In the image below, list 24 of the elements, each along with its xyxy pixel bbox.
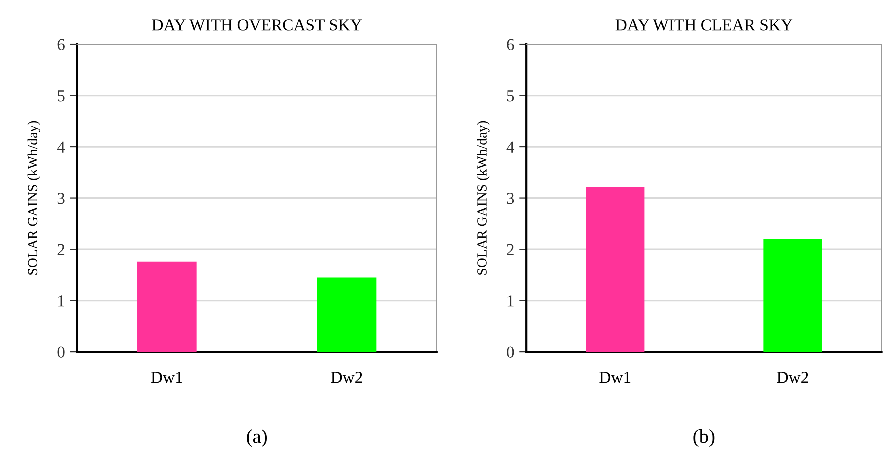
x-tick-label: Dw2 (331, 372, 362, 384)
chart-title: DAY WITH CLEAR SKY (616, 20, 793, 31)
y-tick-label: 1 (508, 296, 514, 307)
y-tick-label: 3 (507, 193, 514, 204)
x-tick-label: Dw1 (600, 372, 631, 384)
y-tick-label: 2 (58, 244, 65, 256)
y-tick-label: 1 (58, 296, 64, 307)
y-tick-label: 4 (506, 142, 515, 153)
y-axis-title: SOLAR GAINS (kWh/day) (28, 121, 40, 275)
text: (b) (694, 430, 715, 448)
chart-title: DAY WITH OVERCAST SKY (152, 20, 362, 31)
y-tick-label: 6 (507, 39, 514, 50)
y-tick-label: 5 (58, 90, 65, 102)
y-tick-label: 6 (58, 39, 65, 50)
y-tick-label: 3 (58, 193, 65, 204)
text: (a) (247, 430, 268, 448)
y-tick-label: 0 (58, 346, 65, 358)
x-tick-label: Dw1 (151, 372, 182, 384)
x-tick-label: Dw2 (777, 372, 808, 384)
y-tick-label: 4 (57, 142, 66, 153)
y-tick-label: 2 (507, 244, 514, 256)
y-tick-label: 5 (507, 90, 514, 102)
y-axis-title: SOLAR GAINS (kWh/day) (477, 121, 490, 275)
y-tick-label: 0 (507, 346, 514, 358)
